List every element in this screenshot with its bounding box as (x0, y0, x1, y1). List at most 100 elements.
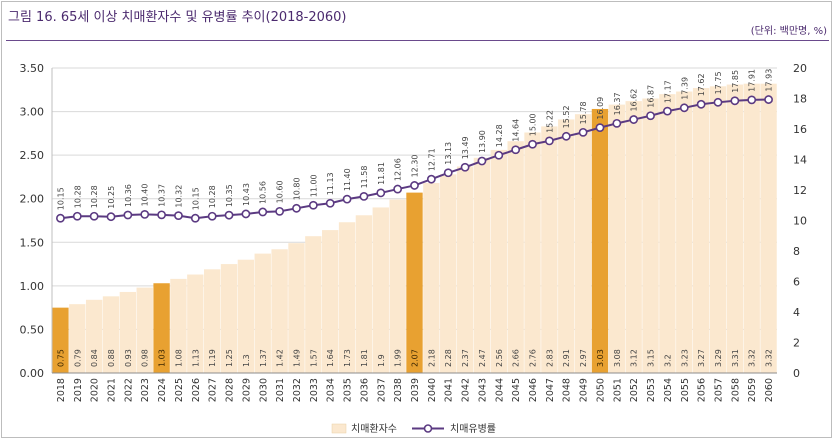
bar (659, 94, 676, 374)
line-value-label: 15.00 (529, 113, 538, 136)
bar (305, 236, 322, 373)
line-point (275, 206, 285, 216)
line-value-label: 15.22 (545, 110, 554, 133)
line-point (342, 194, 352, 204)
x-tick-label: 2055 (680, 378, 691, 402)
line-point (410, 181, 419, 190)
bar (692, 88, 710, 374)
bar-highlight (591, 108, 609, 373)
bar (423, 183, 440, 373)
line-value-label: 10.15 (56, 187, 65, 210)
line-value-label: 11.81 (377, 162, 386, 185)
line-value-label: 12.71 (427, 148, 436, 171)
x-axis: 2018 2019 2020 2021 2022 2023 2024 2025 2026 2027… (52, 372, 777, 402)
bar-value-label: 2.28 (444, 349, 453, 367)
x-tick-label: 2052 (629, 378, 640, 402)
y-left-tick-label: 3.50 (20, 62, 45, 75)
x-tick-label: 2059 (747, 378, 758, 402)
y-right-tick-label: 4 (793, 306, 800, 319)
y-right-tick-label: 6 (793, 276, 800, 289)
line-value-label: 10.56 (259, 181, 268, 204)
line-point (207, 211, 217, 221)
x-tick-label: 2022 (123, 378, 134, 402)
x-tick-label: 2020 (90, 378, 101, 402)
y-left-tick-label: 2.50 (20, 149, 45, 162)
legend: 치매환자수 치매유병률 (331, 423, 496, 435)
bar (541, 126, 558, 373)
bar-series (52, 83, 777, 374)
line-value-label: 10.35 (225, 184, 234, 207)
line-value-label: 15.78 (579, 101, 588, 124)
x-tick-label: 2037 (376, 378, 387, 402)
bar-value-label: 1.49 (292, 349, 301, 367)
x-tick-label: 2042 (461, 378, 472, 402)
bar-value-label: 1.3 (242, 354, 251, 367)
bar (490, 149, 507, 373)
bar (389, 199, 406, 373)
line-value-label: 16.62 (630, 89, 639, 112)
line-point (544, 136, 554, 146)
line-point (646, 111, 655, 121)
bar-value-label: 2.56 (495, 349, 504, 367)
bar (271, 249, 288, 373)
y-right-tick-label: 10 (793, 215, 807, 228)
line-point (376, 188, 386, 198)
line-point (595, 123, 605, 133)
legend-line-label: 치매유병률 (450, 423, 496, 435)
x-tick-label: 2031 (275, 378, 286, 402)
line-value-label: 10.28 (208, 185, 217, 208)
bar (507, 141, 524, 373)
line-point (460, 162, 470, 172)
bar-value-label: 1.9 (377, 354, 386, 367)
y-left-tick-label: 1.00 (20, 280, 45, 293)
line-point (89, 211, 99, 221)
x-tick-label: 2041 (444, 378, 455, 402)
x-tick-label: 2029 (241, 378, 252, 402)
x-tick-label: 2023 (140, 378, 151, 402)
line-point (443, 168, 453, 178)
line-point (629, 115, 639, 124)
bar (203, 269, 221, 373)
bar (608, 104, 626, 373)
line-value-label: 17.17 (663, 80, 672, 103)
bar (574, 114, 592, 373)
bar-value-label: 1.03 (158, 349, 167, 367)
line-point (730, 96, 740, 106)
x-tick-label: 2054 (663, 378, 674, 402)
x-tick-label: 2046 (528, 378, 539, 402)
legend-line-marker (423, 424, 433, 433)
line-point (325, 198, 335, 208)
y-right-tick-label: 0 (793, 367, 800, 380)
x-tick-label: 2053 (646, 378, 657, 402)
bar-value-label: 3.03 (596, 349, 605, 367)
y-right-tick-label: 8 (793, 245, 800, 258)
line-point (494, 150, 504, 160)
bar-value-label: 1.57 (309, 349, 318, 367)
x-tick-label: 2030 (258, 378, 269, 402)
bar-value-label: 1.64 (326, 349, 335, 367)
bar-value-label: 3.27 (697, 349, 706, 367)
line-value-label: 13.49 (461, 136, 470, 159)
line-point (393, 184, 403, 194)
line-point (140, 209, 150, 219)
line-value-label: 10.40 (141, 183, 150, 206)
line-point (123, 210, 133, 220)
line-value-label: 11.00 (309, 174, 318, 197)
x-tick-label: 2019 (73, 378, 84, 402)
bar (338, 222, 356, 373)
bar-value-label: 2.18 (427, 349, 436, 367)
line-value-label: 16.37 (613, 92, 622, 115)
bar-value-label: 3.32 (765, 349, 774, 367)
x-tick-label: 2024 (157, 378, 168, 402)
title-rule (6, 40, 829, 41)
line-value-label: 17.75 (714, 71, 723, 94)
x-tick-label: 2021 (107, 378, 118, 402)
x-tick-label: 2044 (494, 378, 505, 402)
bar (136, 287, 153, 373)
line-point (190, 213, 200, 223)
bar-highlight (406, 192, 423, 373)
line-point (713, 97, 723, 107)
bar (760, 83, 777, 373)
